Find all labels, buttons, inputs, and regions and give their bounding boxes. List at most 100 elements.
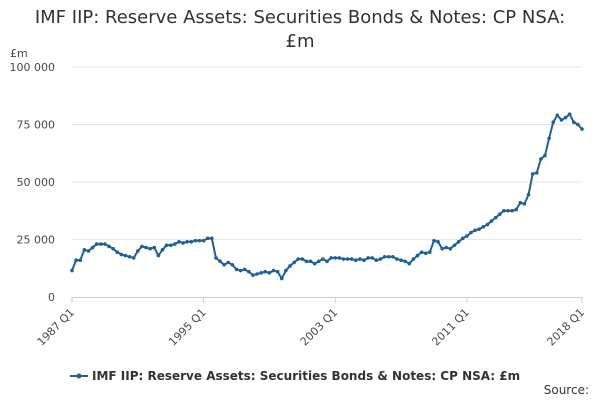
data-point[interactable] [440,246,444,251]
data-point[interactable] [403,259,407,264]
data-point[interactable] [308,259,313,264]
data-point[interactable] [551,120,556,124]
data-point[interactable] [168,243,173,248]
data-point[interactable] [144,245,148,250]
data-point[interactable] [205,236,210,241]
data-point[interactable] [358,257,362,261]
data-point[interactable] [411,257,416,261]
data-point[interactable] [428,250,432,254]
data-point[interactable] [341,257,346,261]
data-point[interactable] [452,243,457,248]
data-point[interactable] [230,263,235,267]
data-point[interactable] [518,200,523,205]
data-point[interactable] [366,256,370,260]
data-point[interactable] [107,244,111,249]
data-point[interactable] [152,245,157,250]
data-point[interactable] [419,250,424,254]
data-point[interactable] [251,273,255,277]
data-point[interactable] [271,268,276,273]
data-point[interactable] [127,254,132,259]
data-point[interactable] [415,253,420,258]
data-point[interactable] [460,236,465,241]
data-point[interactable] [284,268,288,273]
data-point[interactable] [296,257,301,261]
data-point[interactable] [567,112,572,116]
data-point[interactable] [115,250,120,254]
data-point[interactable] [530,172,535,176]
data-point[interactable] [502,208,506,213]
data-point[interactable] [201,238,206,243]
data-point[interactable] [522,202,527,206]
legend[interactable]: IMF IIP: Reserve Assets: Securities Bond… [70,369,520,383]
data-point[interactable] [98,242,103,246]
data-point[interactable] [362,258,366,263]
data-point[interactable] [370,256,375,260]
data-point[interactable] [456,240,461,244]
data-point[interactable] [247,269,251,274]
data-point[interactable] [185,240,189,244]
data-point[interactable] [156,253,161,258]
data-point[interactable] [70,268,74,273]
data-point[interactable] [288,264,292,268]
data-point[interactable] [485,222,490,227]
data-point[interactable] [136,249,140,253]
data-point[interactable] [465,234,469,238]
data-point[interactable] [222,263,226,267]
data-point[interactable] [543,153,547,158]
data-point[interactable] [514,207,518,212]
data-point[interactable] [325,259,329,264]
data-point[interactable] [559,118,564,122]
data-point[interactable] [316,259,321,264]
data-point[interactable] [386,254,391,259]
data-point[interactable] [148,246,152,251]
data-point[interactable] [432,238,436,243]
data-point[interactable] [337,256,342,260]
data-point[interactable] [300,257,305,261]
data-point[interactable] [345,257,350,261]
data-point[interactable] [259,271,263,275]
data-point[interactable] [86,249,91,253]
data-point[interactable] [353,258,358,263]
data-point[interactable] [292,260,296,265]
data-point[interactable] [103,242,107,246]
data-point[interactable] [580,127,584,131]
data-point[interactable] [275,269,280,274]
data-point[interactable] [378,257,383,261]
data-point[interactable] [226,260,231,265]
data-point[interactable] [160,248,165,252]
data-point[interactable] [436,240,440,244]
data-point[interactable] [164,243,169,248]
data-point[interactable] [448,246,453,251]
data-point[interactable] [374,258,379,263]
data-point[interactable] [304,259,309,264]
data-point[interactable] [214,256,218,260]
data-point[interactable] [119,252,124,257]
data-point[interactable] [263,269,268,274]
data-point[interactable] [234,267,239,272]
data-point[interactable] [489,219,494,223]
data-point[interactable] [477,227,481,231]
data-point[interactable] [131,256,136,260]
data-point[interactable] [312,261,317,266]
data-point[interactable] [111,246,115,251]
data-point[interactable] [349,257,354,261]
data-point[interactable] [555,113,560,118]
data-point[interactable] [576,122,580,127]
data-point[interactable] [481,225,486,229]
data-point[interactable] [82,248,87,252]
data-point[interactable] [197,238,202,243]
data-point[interactable] [90,245,95,250]
data-point[interactable] [242,267,247,272]
data-point[interactable] [267,271,272,275]
data-point[interactable] [539,157,543,161]
data-point[interactable] [444,245,449,250]
data-point[interactable] [238,268,243,273]
data-point[interactable] [382,254,387,259]
data-point[interactable] [78,258,83,263]
data-point[interactable] [497,212,502,216]
data-point[interactable] [399,258,403,263]
data-point[interactable] [321,257,325,261]
data-point[interactable] [423,251,428,256]
data-point[interactable] [140,244,144,249]
source-credit[interactable]: Source: [544,383,589,397]
